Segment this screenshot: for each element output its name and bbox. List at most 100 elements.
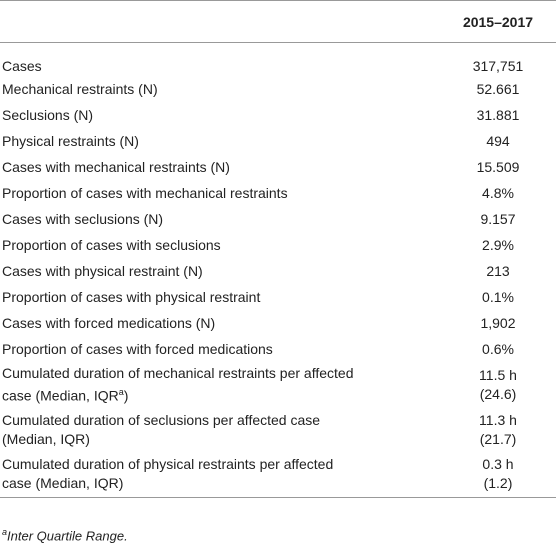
label-line: Proportion of cases with forced medicati… <box>2 340 440 359</box>
value-line: 494 <box>486 132 510 149</box>
footnote: aInter Quartile Range. <box>2 527 128 543</box>
label-line: Cases with mechanical restraints (N) <box>2 158 440 177</box>
label-line: Physical restraints (N) <box>2 132 440 151</box>
table-row: Cases with physical restraint (N) 213 <box>0 258 556 284</box>
row-label: Cumulated duration of seclusions per aff… <box>0 407 440 452</box>
label-line: case (Median, IQR) <box>2 474 440 493</box>
label-line: Cumulated duration of mechanical restrai… <box>2 364 440 383</box>
table-row: Cases 317,751 <box>0 43 556 77</box>
value-line: 52.661 <box>476 80 520 97</box>
table-row: Cumulated duration of seclusions per aff… <box>0 407 556 452</box>
row-label: Mechanical restraints (N) <box>0 76 440 102</box>
label-text: Proportion of cases with forced medicati… <box>2 340 273 357</box>
value-line: (24.6) <box>479 385 517 402</box>
value-line: 213 <box>486 262 510 279</box>
value-line: 2.9% <box>482 236 514 253</box>
label-line: Cumulated duration of physical restraint… <box>2 455 440 474</box>
data-table: 2015–2017 Cases 317,751 Mechanical restrai… <box>0 0 556 497</box>
label-text: Cases <box>2 58 42 74</box>
label-text: Cases with physical restraint (N) <box>2 262 203 279</box>
label-text: Seclusions (N) <box>2 106 94 123</box>
value-line: 9.157 <box>480 210 516 227</box>
row-label: Physical restraints (N) <box>0 128 440 154</box>
label-line: Cases with seclusions (N) <box>2 210 440 229</box>
row-value: 9.157 <box>440 206 556 232</box>
table-row: Proportion of cases with physical restra… <box>0 284 556 310</box>
row-value: 52.661 <box>440 76 556 102</box>
row-value: 317,751 <box>440 43 556 77</box>
table-row: Proportion of cases with mechanical rest… <box>0 180 556 206</box>
row-value: 11.5 h (24.6) <box>440 362 556 407</box>
table-row: Cases with mechanical restraints (N) 15.5… <box>0 154 556 180</box>
value-line: 15.509 <box>476 158 520 175</box>
value-line: 0.3 h <box>482 456 514 473</box>
row-value: 1,902 <box>440 310 556 336</box>
label-text: Cumulated duration of physical restraint… <box>2 456 334 473</box>
label-text: Cumulated duration of seclusions per aff… <box>2 411 321 428</box>
value-line: 0.1% <box>482 288 514 305</box>
label-text: Cases with seclusions (N) <box>2 210 164 227</box>
label-line: Mechanical restraints (N) <box>2 80 440 99</box>
label-text: (Median, IQR) <box>2 430 90 447</box>
value-line: 11.3 h <box>479 411 517 428</box>
table-row: Cases with forced medications (N) 1,902 <box>0 310 556 336</box>
label-text: Proportion of cases with seclusions <box>2 236 221 253</box>
value-line: 317,751 <box>472 58 524 74</box>
label-line: case (Median, IQRa) <box>2 383 440 406</box>
label-text: Cases with forced medications (N) <box>2 314 216 331</box>
row-value: 2.9% <box>440 232 556 258</box>
value-line: (21.7) <box>479 430 517 447</box>
label-line: Cumulated duration of seclusions per aff… <box>2 411 440 430</box>
footnote-mark: a <box>2 527 8 537</box>
row-value: 0.6% <box>440 336 556 362</box>
label-line: Cases with physical restraint (N) <box>2 262 440 281</box>
row-label: Proportion of cases with physical restra… <box>0 284 440 310</box>
label-line: Seclusions (N) <box>2 106 440 125</box>
value-line: 0.6% <box>482 340 514 357</box>
row-value: 31.881 <box>440 102 556 128</box>
label-text-end: ) <box>123 387 129 404</box>
table-row: Cumulated duration of physical restraint… <box>0 452 556 497</box>
label-line: Proportion of cases with mechanical rest… <box>2 184 440 203</box>
table-row: Proportion of cases with forced medicati… <box>0 336 556 362</box>
header-row: 2015–2017 <box>0 0 556 43</box>
row-label: Cases with forced medications (N) <box>0 310 440 336</box>
row-label: Cumulated duration of mechanical restrai… <box>0 362 440 407</box>
label-text: Proportion of cases with physical restra… <box>2 288 261 305</box>
table-row: Mechanical restraints (N) 52.661 <box>0 76 556 102</box>
table-row: Seclusions (N) 31.881 <box>0 102 556 128</box>
label-text: case (Median, IQR) <box>2 475 124 492</box>
label-line: Proportion of cases with seclusions <box>2 236 440 255</box>
label-text: Mechanical restraints (N) <box>2 80 158 97</box>
row-label: Cases with seclusions (N) <box>0 206 440 232</box>
label-text: Cases with mechanical restraints (N) <box>2 158 230 175</box>
label-line: Proportion of cases with physical restra… <box>2 288 440 307</box>
value-line: (1.2) <box>483 475 513 492</box>
table-row: Cases with seclusions (N) 9.157 <box>0 206 556 232</box>
label-text: Proportion of cases with mechanical rest… <box>2 184 288 201</box>
label-text: Cumulated duration of mechanical restrai… <box>2 364 354 381</box>
label-line: Cases <box>2 57 440 76</box>
footnote-text: Inter Quartile Range. <box>7 528 128 544</box>
table-row: Proportion of cases with seclusions 2.9% <box>0 232 556 258</box>
value-line: 4.8% <box>482 184 514 201</box>
label-text: case (Median, IQR <box>2 387 119 404</box>
value-line: 1,902 <box>480 314 516 331</box>
table-row: Cumulated duration of mechanical restrai… <box>0 362 556 407</box>
label-text: Physical restraints (N) <box>2 132 139 149</box>
value-line: 11.5 h <box>479 366 517 383</box>
row-value: 4.8% <box>440 180 556 206</box>
row-label: Seclusions (N) <box>0 102 440 128</box>
label-line: Cases with forced medications (N) <box>2 314 440 333</box>
row-label: Cases with mechanical restraints (N) <box>0 154 440 180</box>
row-value: 0.1% <box>440 284 556 310</box>
table-body: Cases 317,751 Mechanical restraints (N) 52.… <box>0 43 556 497</box>
table-row: Physical restraints (N) 494 <box>0 128 556 154</box>
row-value: 11.3 h (21.7) <box>440 407 556 452</box>
row-label: Cases with physical restraint (N) <box>0 258 440 284</box>
label-superscript: a <box>118 386 124 397</box>
header-empty <box>0 1 440 43</box>
row-value: 15.509 <box>440 154 556 180</box>
row-value: 494 <box>440 128 556 154</box>
row-label: Proportion of cases with mechanical rest… <box>0 180 440 206</box>
